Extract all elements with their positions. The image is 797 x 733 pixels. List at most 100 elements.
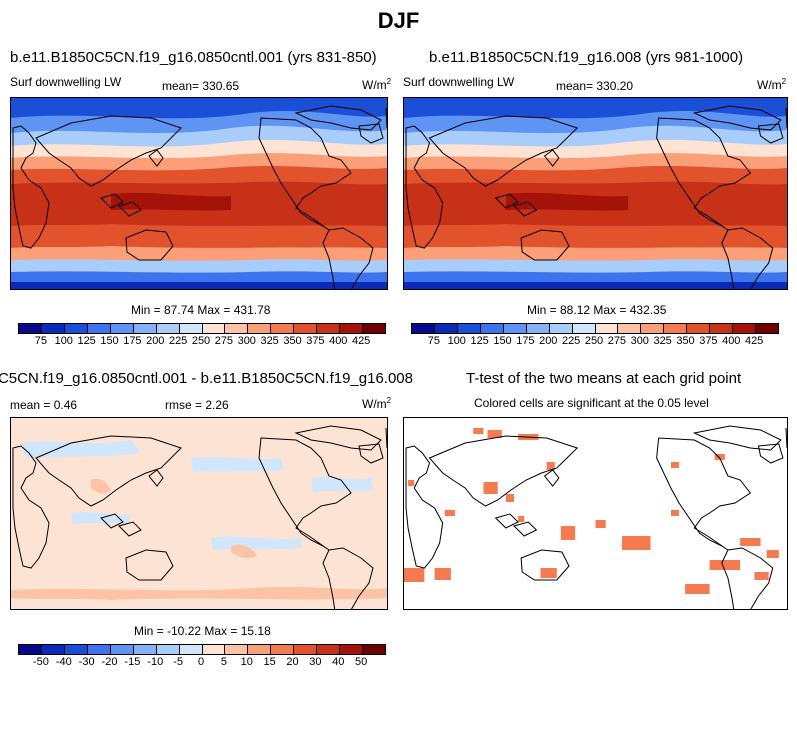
colorbar-swatch xyxy=(87,645,111,654)
colorbar-swatch xyxy=(202,324,226,333)
colorbar-swatch xyxy=(618,324,642,333)
panel4-field xyxy=(404,418,787,609)
colorbar-swatch xyxy=(19,324,42,333)
panel3-map xyxy=(10,417,388,610)
colorbar-tick-label: -15 xyxy=(124,656,141,668)
colorbar-tick-label: -10 xyxy=(147,656,164,668)
colorbar-swatch xyxy=(87,324,111,333)
colorbar-tick-label: 350 xyxy=(676,335,695,347)
colorbar-tick-label: -40 xyxy=(55,656,72,668)
colorbar-tick-label: 100 xyxy=(54,335,73,347)
colorbar-swatch xyxy=(480,324,504,333)
colorbar-tick-label: -30 xyxy=(78,656,95,668)
colorbar-swatch xyxy=(595,324,619,333)
colorbar-tick-label: 375 xyxy=(699,335,718,347)
colorbar-swatch xyxy=(41,324,65,333)
panel4-map xyxy=(403,417,788,610)
colorbar-tick-label: 50 xyxy=(355,656,368,668)
colorbar-swatch xyxy=(317,645,341,654)
colorbar-tick-label: 75 xyxy=(34,335,47,347)
panel2-field xyxy=(404,98,787,289)
panel4-subtitle: Colored cells are significant at the 0.0… xyxy=(474,396,709,410)
colorbar-tick-label: 200 xyxy=(146,335,165,347)
colorbar-tick-label: 175 xyxy=(123,335,142,347)
panel3-field xyxy=(11,418,387,609)
panel3-units: W/m2 xyxy=(362,396,392,411)
colorbar-swatch xyxy=(156,324,180,333)
colorbar-tick-label: 15 xyxy=(263,656,276,668)
colorbar-swatch xyxy=(664,324,688,333)
colorbar-swatch xyxy=(64,324,88,333)
panel1-title: b.e11.B1850C5CN.f19_g16.0850cntl.001 (yr… xyxy=(10,49,377,66)
colorbar-swatch xyxy=(457,324,481,333)
colorbar-tick-label: 300 xyxy=(237,335,256,347)
colorbar-tick-label: 20 xyxy=(286,656,299,668)
colorbar-swatch xyxy=(434,324,458,333)
panel3-title: b.e11.B1850C5CN.f19_g16.0850cntl.001 - b… xyxy=(0,370,413,387)
colorbar-swatch xyxy=(19,645,42,654)
panel2-title: b.e11.B1850C5CN.f19_g16.008 (yrs 981-100… xyxy=(429,49,744,66)
colorbar-swatch xyxy=(412,324,435,333)
colorbar-swatch xyxy=(248,645,272,654)
colorbar-tick-label: -20 xyxy=(101,656,118,668)
colorbar-swatch xyxy=(225,324,249,333)
panel3-title-clip: b.e11.B1850C5CN.f19_g16.0850cntl.001 - b… xyxy=(0,368,466,390)
panel2-units: W/m2 xyxy=(757,77,787,92)
colorbar-tick-label: 300 xyxy=(630,335,649,347)
colorbar-swatch xyxy=(340,324,364,333)
colorbar-tick-label: 40 xyxy=(332,656,345,668)
colorbar-tick-label: 275 xyxy=(607,335,627,347)
panel2-mean: mean= 330.20 xyxy=(556,79,634,93)
figure-title: DJF xyxy=(377,8,420,33)
colorbar-swatch xyxy=(503,324,527,333)
panel3-rmse: rmse = 2.26 xyxy=(165,398,229,412)
colorbar-tick-label: 0 xyxy=(197,656,205,668)
panel1-stats: Min = 87.74 Max = 431.78 xyxy=(131,303,271,317)
colorbar-swatch xyxy=(225,645,249,654)
colorbar-tick-label: 125 xyxy=(77,335,96,347)
colorbar-tick-label: 425 xyxy=(351,335,371,347)
colorbar-swatch xyxy=(41,645,65,654)
colorbar-tick-label: 425 xyxy=(744,335,764,347)
colorbar-swatch xyxy=(317,324,341,333)
colorbar-tick-label: 275 xyxy=(214,335,234,347)
colorbar-swatch xyxy=(526,324,550,333)
panel3-stats: Min = -10.22 Max = 15.18 xyxy=(134,624,271,638)
colorbar-tick-label: 375 xyxy=(306,335,325,347)
colorbar-tick-label: 325 xyxy=(653,335,672,347)
colorbar-swatch xyxy=(294,324,318,333)
colorbar-swatch xyxy=(179,324,203,333)
colorbar-swatch xyxy=(756,324,778,333)
colorbar-tick-label: 175 xyxy=(516,335,535,347)
significant-cells xyxy=(404,428,779,594)
panel2-stats: Min = 88.12 Max = 432.35 xyxy=(527,303,667,317)
panel1-field xyxy=(11,98,387,289)
colorbar-swatch xyxy=(363,645,385,654)
colorbar-swatch xyxy=(572,324,596,333)
colorbar-tick-label: 5 xyxy=(220,656,227,668)
colorbar-tick-label: 125 xyxy=(470,335,489,347)
panel1-mean: mean= 330.65 xyxy=(162,79,240,93)
colorbar-tick-label: 10 xyxy=(240,656,253,668)
colorbar-tick-label: 225 xyxy=(168,335,188,347)
colorbar-tick-label: -5 xyxy=(173,656,184,668)
colorbar-tick-label: 150 xyxy=(100,335,119,347)
colorbar-swatch xyxy=(363,324,385,333)
colorbar-tick-label: 325 xyxy=(260,335,279,347)
colorbar-tick-label: 150 xyxy=(493,335,512,347)
colorbar-swatch xyxy=(156,645,180,654)
colorbar-tick-label: 250 xyxy=(584,335,604,347)
colorbar-tick-label: 400 xyxy=(722,335,741,347)
panel2-colorbar xyxy=(411,323,779,334)
colorbar-tick-label: 100 xyxy=(447,335,466,347)
colorbar-swatch xyxy=(733,324,757,333)
panel4-title: T-test of the two means at each grid poi… xyxy=(466,370,742,387)
colorbar-swatch xyxy=(202,645,226,654)
panel1-map xyxy=(10,97,388,290)
colorbar-swatch xyxy=(271,324,295,333)
panel2-variable-label: Surf downwelling LW xyxy=(403,75,515,89)
panel1-colorbar xyxy=(18,323,386,334)
colorbar-tick-label: 30 xyxy=(309,656,322,668)
panel1-units: W/m2 xyxy=(362,77,392,92)
colorbar-tick-label: 350 xyxy=(283,335,302,347)
